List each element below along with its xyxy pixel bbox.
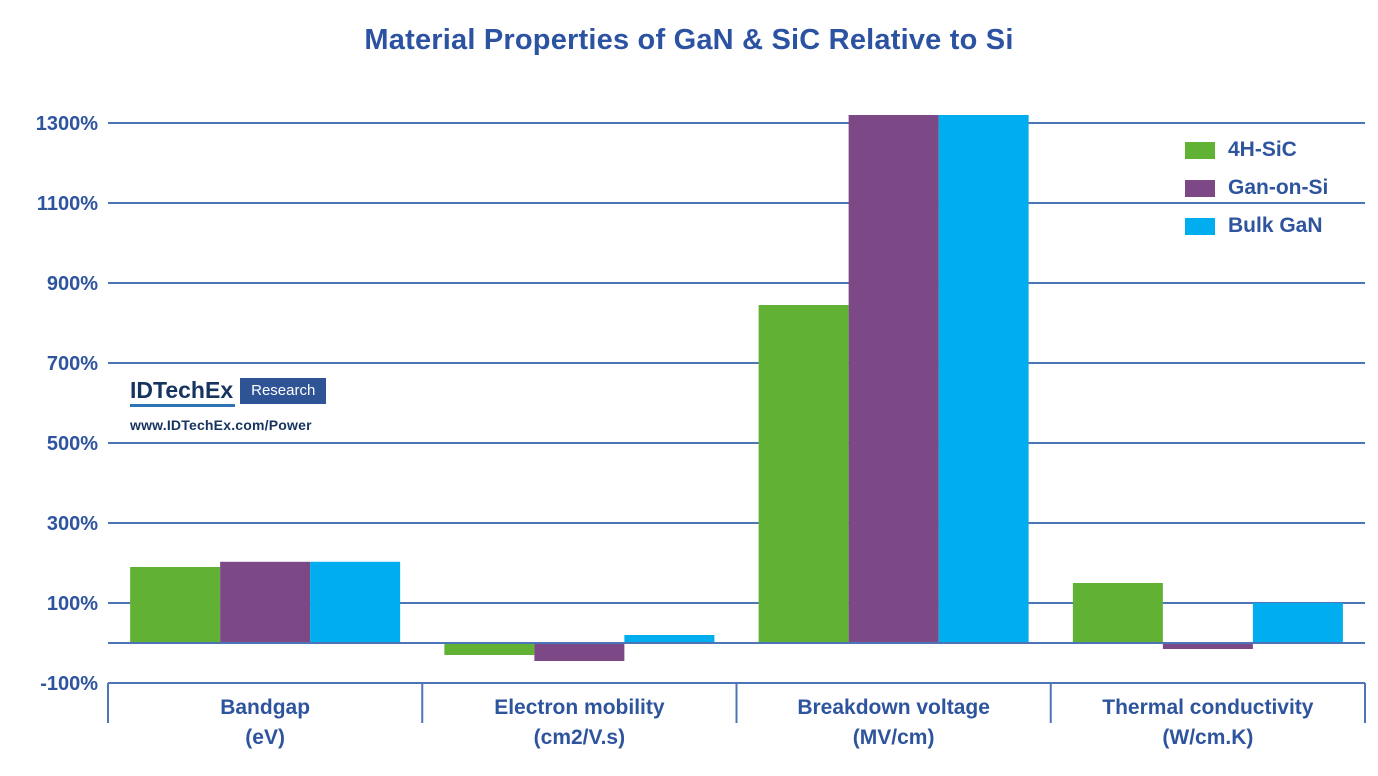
category-unit-label: (eV) <box>245 726 285 749</box>
bar-bulk-gan-thermal-conductivity <box>1252 603 1343 643</box>
y-tick-label: 300% <box>47 513 98 535</box>
bar-4h-sic-bandgap <box>130 567 221 643</box>
y-tick-label: 900% <box>47 273 98 295</box>
y-tick-label: 500% <box>47 433 98 455</box>
logo-website-url: www.IDTechEx.com/Power <box>130 417 312 433</box>
bar-gan-on-si-thermal-conductivity <box>1162 643 1253 649</box>
category-label: Electron mobility <box>494 696 665 719</box>
chart-title: Material Properties of GaN & SiC Relativ… <box>364 24 1014 56</box>
bar-bulk-gan-bandgap <box>310 561 401 643</box>
category-unit-label: (cm2/V.s) <box>534 726 625 749</box>
legend: 4H-SiC Gan-on-Si Bulk GaN <box>1185 139 1328 253</box>
legend-swatch <box>1185 217 1215 235</box>
legend-label: Bulk GaN <box>1228 214 1323 237</box>
bar-4h-sic-breakdown-voltage <box>758 305 849 643</box>
idtechex-brand-text: IDTechEx <box>130 378 236 407</box>
bar-gan-on-si-electron-mobility <box>534 643 625 661</box>
bar-bulk-gan-electron-mobility <box>624 635 715 643</box>
category-label: Bandgap <box>220 696 310 719</box>
legend-swatch <box>1185 179 1215 197</box>
logo-row: IDTechEx Research <box>130 378 327 407</box>
y-tick-label: 1300% <box>36 113 98 135</box>
legend-label: 4H-SiC <box>1228 138 1297 161</box>
category-unit-label: (MV/cm) <box>853 726 935 749</box>
bar-bulk-gan-breakdown-voltage <box>938 115 1029 643</box>
bar-gan-on-si-bandgap <box>220 561 311 643</box>
idtechex-logo: IDTechEx Research www.IDTechEx.com/Power <box>130 378 327 433</box>
legend-item-gan-on-si: Gan-on-Si <box>1185 177 1328 199</box>
bar-4h-sic-thermal-conductivity <box>1072 583 1163 643</box>
y-tick-label: -100% <box>40 673 98 695</box>
bar-4h-sic-electron-mobility <box>444 643 535 655</box>
y-tick-label: 1100% <box>37 193 98 215</box>
category-label: Thermal conductivity <box>1102 696 1314 719</box>
category-label: Breakdown voltage <box>797 696 990 719</box>
legend-label: Gan-on-Si <box>1228 176 1329 199</box>
category-unit-label: (W/cm.K) <box>1162 726 1253 749</box>
legend-item-bulk-gan: Bulk GaN <box>1185 215 1328 237</box>
y-tick-label: 700% <box>47 353 98 375</box>
legend-item-4h-sic: 4H-SiC <box>1185 139 1328 161</box>
bar-gan-on-si-breakdown-voltage <box>848 115 939 643</box>
y-tick-label: 100% <box>47 593 98 615</box>
legend-swatch <box>1185 141 1215 159</box>
research-badge: Research <box>240 378 327 404</box>
